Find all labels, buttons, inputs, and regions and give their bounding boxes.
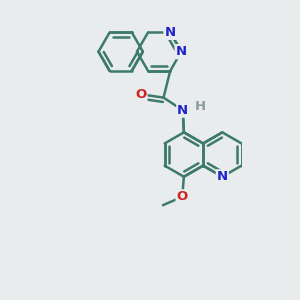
Text: N: N [217, 170, 228, 183]
Text: N: N [165, 26, 176, 39]
Text: O: O [135, 88, 146, 101]
Text: H: H [195, 100, 206, 113]
Text: O: O [177, 190, 188, 203]
Text: N: N [176, 45, 187, 58]
Text: N: N [165, 26, 176, 39]
Text: N: N [176, 45, 187, 58]
Text: N: N [177, 104, 188, 117]
